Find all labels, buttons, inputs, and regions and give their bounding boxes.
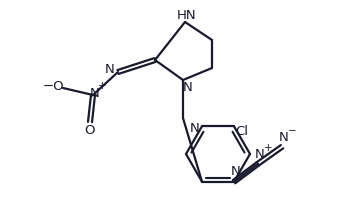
Text: N: N [105, 62, 115, 75]
Text: Cl: Cl [236, 125, 248, 138]
Text: N: N [279, 131, 289, 144]
Text: −: − [288, 126, 296, 136]
Text: N: N [183, 81, 193, 94]
Text: N: N [231, 165, 241, 178]
Text: HN: HN [177, 8, 197, 21]
Text: N: N [90, 86, 100, 99]
Text: O: O [85, 124, 95, 137]
Text: N: N [190, 122, 200, 135]
Text: +: + [264, 143, 272, 153]
Text: +: + [98, 81, 106, 91]
Text: N: N [255, 148, 265, 161]
Text: −O: −O [42, 80, 64, 93]
